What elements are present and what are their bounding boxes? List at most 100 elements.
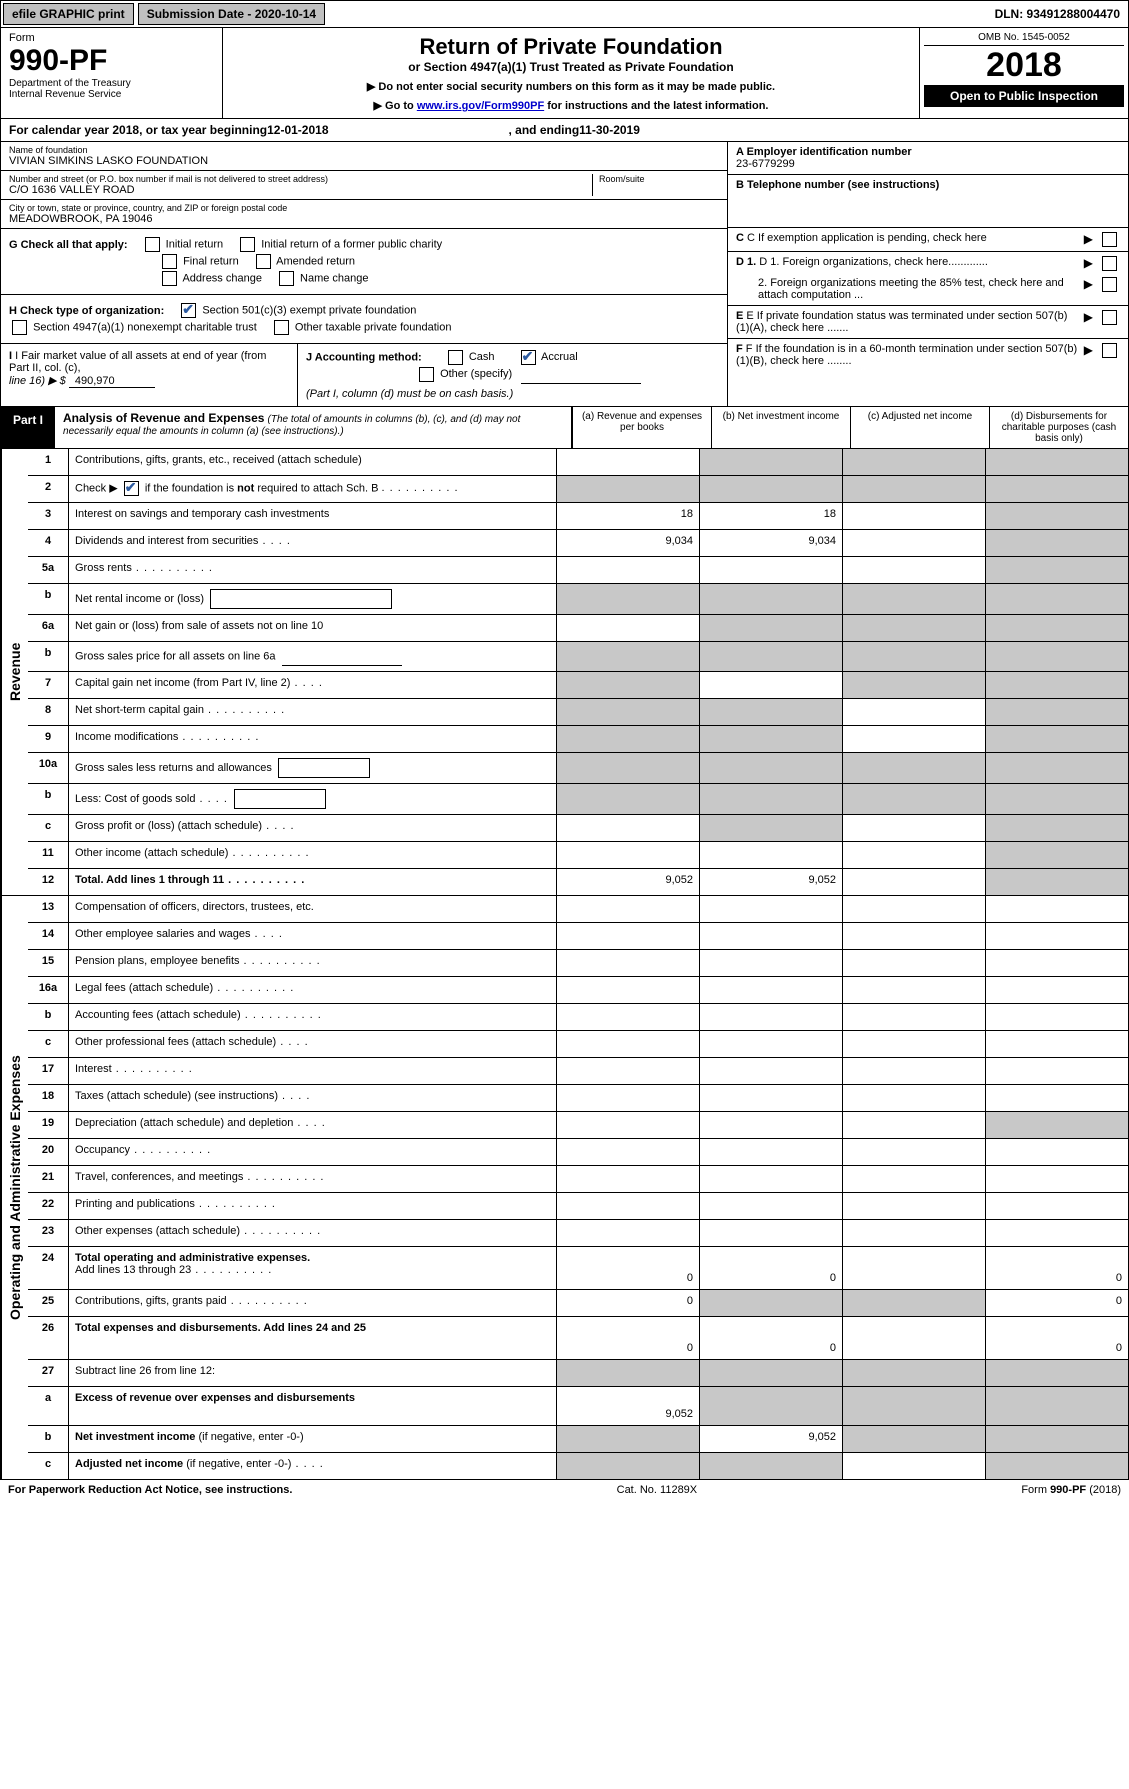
checkbox-sch-b[interactable] xyxy=(124,481,139,496)
cell-a xyxy=(556,1193,699,1219)
cell-b xyxy=(699,699,842,725)
tel-cell: B Telephone number (see instructions) xyxy=(728,175,1128,228)
row-3: 3 Interest on savings and temporary cash… xyxy=(28,503,1128,530)
checkbox-other-taxable[interactable] xyxy=(274,320,289,335)
cell-b xyxy=(699,584,842,614)
dept-treasury: Department of the Treasury xyxy=(9,78,214,89)
cell-b xyxy=(699,476,842,502)
cell-c xyxy=(842,1193,985,1219)
cell-b: 0 xyxy=(699,1247,842,1289)
cell-a xyxy=(556,672,699,698)
inline-line[interactable] xyxy=(282,647,402,666)
j3-label: Other (specify) xyxy=(440,368,512,380)
inline-box[interactable] xyxy=(278,758,370,778)
row-19: 19 Depreciation (attach schedule) and de… xyxy=(28,1112,1128,1139)
arrow-icon: ▶ xyxy=(1084,277,1093,301)
cell-a: 9,052 xyxy=(556,1387,699,1425)
cell-d xyxy=(985,896,1128,922)
row-16c: c Other professional fees (attach schedu… xyxy=(28,1031,1128,1058)
part1-title-cell: Analysis of Revenue and Expenses (The to… xyxy=(55,407,571,448)
row-num: 21 xyxy=(28,1166,69,1192)
cell-d xyxy=(985,753,1128,783)
irs-link[interactable]: www.irs.gov/Form990PF xyxy=(417,100,544,112)
checkbox-final-return[interactable] xyxy=(162,254,177,269)
cell-c xyxy=(842,1247,985,1289)
row-desc: Subtract line 26 from line 12: xyxy=(69,1360,556,1386)
checkbox-d1[interactable] xyxy=(1102,256,1117,271)
row-desc: Adjusted net income (if negative, enter … xyxy=(69,1453,556,1479)
d2-text: 2. Foreign organizations meeting the 85%… xyxy=(758,277,1064,301)
cell-d xyxy=(985,1139,1128,1165)
g6-label: Name change xyxy=(300,272,369,284)
checkbox-f[interactable] xyxy=(1102,343,1117,358)
cell-d xyxy=(985,503,1128,529)
cell-a xyxy=(556,784,699,814)
row-num: a xyxy=(28,1387,69,1425)
row-14: 14 Other employee salaries and wages xyxy=(28,923,1128,950)
row-desc: Net rental income or (loss) xyxy=(69,584,556,614)
checkbox-c[interactable] xyxy=(1102,232,1117,247)
cell-c xyxy=(842,1453,985,1479)
cell-a xyxy=(556,615,699,641)
checkbox-initial-former[interactable] xyxy=(240,237,255,252)
row-1: 1 Contributions, gifts, grants, etc., re… xyxy=(28,449,1128,476)
other-specify-line[interactable] xyxy=(521,365,641,384)
cell-d xyxy=(985,1166,1128,1192)
row-27b: b Net investment income (if negative, en… xyxy=(28,1426,1128,1453)
cell-d: 0 xyxy=(985,1290,1128,1316)
foundation-name: VIVIAN SIMKINS LASKO FOUNDATION xyxy=(9,155,719,167)
cell-b xyxy=(699,950,842,976)
footer-center: Cat. No. 11289X xyxy=(617,1484,698,1496)
checkbox-amended[interactable] xyxy=(256,254,271,269)
cell-c xyxy=(842,784,985,814)
cell-c xyxy=(842,1220,985,1246)
checkbox-initial-return[interactable] xyxy=(145,237,160,252)
inline-box[interactable] xyxy=(210,589,392,609)
checkbox-name-change[interactable] xyxy=(279,271,294,286)
cell-c xyxy=(842,1290,985,1316)
row-desc: Total expenses and disbursements. Add li… xyxy=(69,1317,556,1359)
cell-b xyxy=(699,842,842,868)
checkbox-e[interactable] xyxy=(1102,310,1117,325)
cell-b xyxy=(699,923,842,949)
inline-box[interactable] xyxy=(234,789,326,809)
row-num: 2 xyxy=(28,476,69,502)
cell-d xyxy=(985,1193,1128,1219)
arrow-icon: ▶ xyxy=(1084,232,1093,246)
cell-b xyxy=(699,896,842,922)
col-c-header: (c) Adjusted net income xyxy=(850,407,989,448)
cell-d xyxy=(985,584,1128,614)
section-i: I I Fair market value of all assets at e… xyxy=(1,344,298,406)
footer-left: For Paperwork Reduction Act Notice, see … xyxy=(8,1484,292,1496)
checkbox-accrual[interactable] xyxy=(521,350,536,365)
checkbox-address-change[interactable] xyxy=(162,271,177,286)
form-container: efile GRAPHIC print Submission Date - 20… xyxy=(0,0,1129,1500)
row-num: 11 xyxy=(28,842,69,868)
cell-b xyxy=(699,449,842,475)
cell-a xyxy=(556,1058,699,1084)
submission-date-badge: Submission Date - 2020-10-14 xyxy=(138,3,325,25)
cell-c xyxy=(842,815,985,841)
cell-b xyxy=(699,753,842,783)
row-num: c xyxy=(28,1031,69,1057)
row-num: 9 xyxy=(28,726,69,752)
row-desc: Net short-term capital gain xyxy=(69,699,556,725)
efile-print-button[interactable]: efile GRAPHIC print xyxy=(3,3,134,25)
col-b-header: (b) Net investment income xyxy=(711,407,850,448)
cell-a: 9,052 xyxy=(556,869,699,895)
cell-a xyxy=(556,584,699,614)
cell-d xyxy=(985,869,1128,895)
row-num: 1 xyxy=(28,449,69,475)
checkbox-4947[interactable] xyxy=(12,320,27,335)
checkbox-501c3[interactable] xyxy=(181,303,196,318)
checkbox-other-method[interactable] xyxy=(419,367,434,382)
cell-a xyxy=(556,1031,699,1057)
cell-b xyxy=(699,1453,842,1479)
cell-c xyxy=(842,1031,985,1057)
row-num: 15 xyxy=(28,950,69,976)
checkbox-d2[interactable] xyxy=(1102,277,1117,292)
cell-b xyxy=(699,557,842,583)
checkbox-cash[interactable] xyxy=(448,350,463,365)
cell-b xyxy=(699,1193,842,1219)
addr-value: C/O 1636 VALLEY ROAD xyxy=(9,184,592,196)
